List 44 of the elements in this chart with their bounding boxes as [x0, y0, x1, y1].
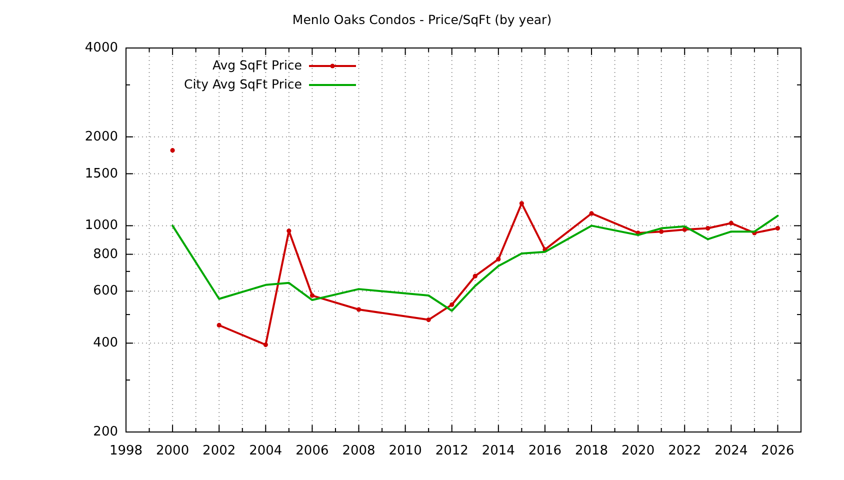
- x-tick-label: 2002: [202, 444, 236, 459]
- line-series: [172, 214, 779, 312]
- point: [589, 211, 594, 216]
- x-tick-label: 2016: [528, 444, 562, 459]
- point: [682, 227, 687, 232]
- x-tick-label: 2014: [482, 444, 515, 459]
- point: [356, 307, 362, 312]
- x-tick-label: 2006: [296, 444, 329, 459]
- point: [496, 256, 501, 262]
- chart-title: Menlo Oaks Condos - Price/SqFt (by year): [292, 12, 552, 27]
- point: [728, 220, 734, 226]
- x-tick-label: 2010: [388, 444, 422, 459]
- y-tick-label: 1500: [84, 166, 118, 182]
- y-tick-label: 4000: [84, 40, 118, 56]
- point: [706, 226, 710, 231]
- x-tick-label: 2026: [761, 444, 794, 459]
- point: [286, 228, 292, 234]
- point: [426, 317, 431, 322]
- x-tick-label: 1998: [109, 444, 143, 459]
- y-tick-label: 400: [93, 336, 118, 351]
- y-tick-label: 1000: [84, 218, 118, 234]
- point: [170, 148, 175, 153]
- x-tick-label: 2004: [249, 444, 282, 459]
- point: [775, 226, 780, 231]
- x-tick-label: 2022: [668, 444, 702, 459]
- x-tick-label: 2008: [342, 444, 376, 459]
- point: [472, 274, 478, 278]
- x-tick-label: 2000: [156, 444, 190, 459]
- point: [263, 342, 268, 348]
- legend-label: Avg SqFt Price: [212, 57, 302, 72]
- x-tick-label: 2018: [574, 444, 608, 459]
- point: [659, 229, 664, 234]
- x-tick-label: 2020: [622, 444, 655, 459]
- point: [216, 322, 222, 328]
- x-tick-label: 2024: [714, 444, 748, 459]
- x-tick-label: 2012: [435, 444, 468, 459]
- legend-label: City Avg SqFt Price: [184, 76, 302, 92]
- y-tick-label: 200: [93, 424, 118, 440]
- point: [450, 302, 454, 307]
- point: [310, 293, 315, 298]
- y-tick-label: 800: [93, 246, 118, 262]
- point: [519, 201, 524, 206]
- y-tick-label: 600: [93, 284, 118, 299]
- y-tick-label: 2000: [84, 129, 118, 144]
